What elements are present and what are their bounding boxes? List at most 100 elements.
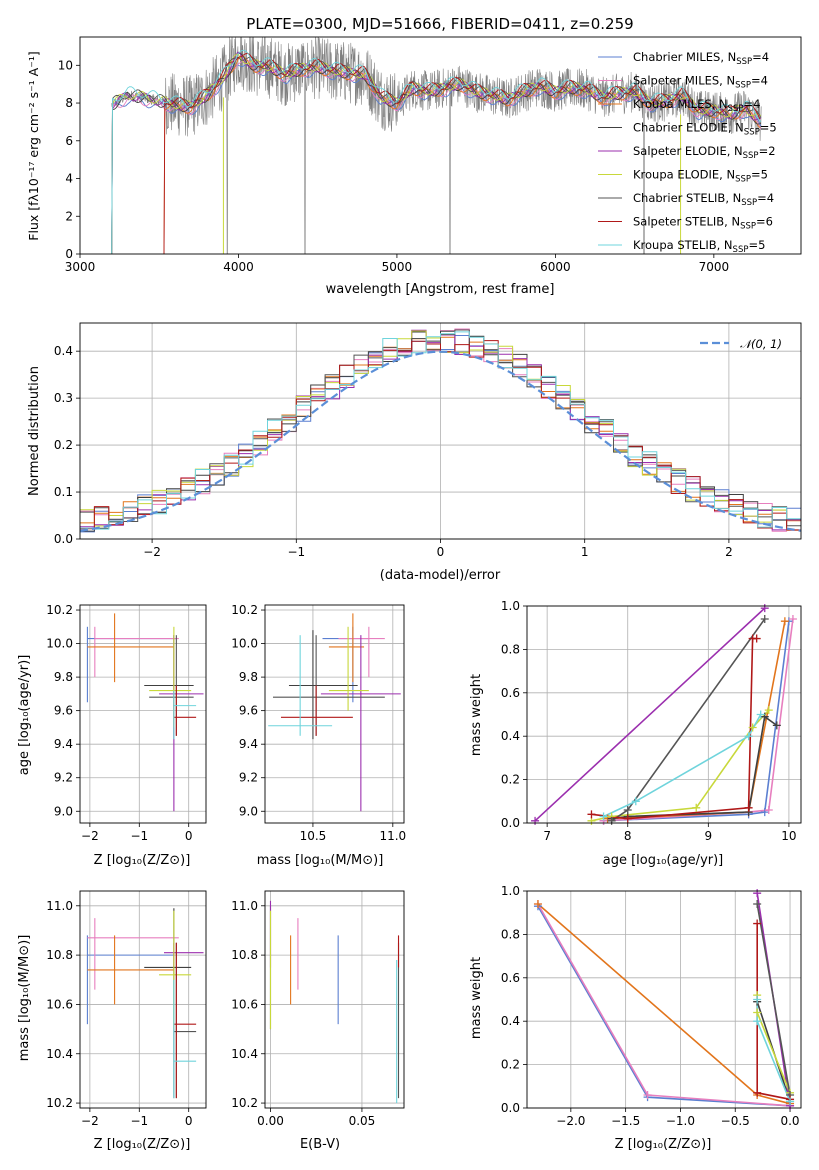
mw-age-xlabel: age [log₁₀(age/yr)] xyxy=(603,853,724,868)
mw_z-ytick-label: 0.2 xyxy=(501,1058,520,1072)
mass_ebv-xtick-label: 0.00 xyxy=(257,1114,284,1128)
legend-label: Chabrier MILES, NSSP=4 xyxy=(633,50,769,67)
spectrum-plot-area xyxy=(111,37,762,254)
mass-weight-marker xyxy=(531,816,540,825)
spectrum-xtick-label: 4000 xyxy=(223,260,254,274)
mass-weight-marker xyxy=(753,1008,762,1017)
mass-weight-marker xyxy=(744,803,753,812)
spectrum-ytick-label: 6 xyxy=(65,134,73,148)
mw_age-xtick-label: 7 xyxy=(543,829,551,843)
spectrum-xtick-label: 3000 xyxy=(65,260,96,274)
residuals-xtick-label: −1 xyxy=(287,545,305,559)
mw_z-ytick-label: 0.6 xyxy=(501,971,520,985)
mass_ebv-plot-area xyxy=(269,900,400,1104)
age_z-grid xyxy=(80,605,206,823)
mass-weight-line xyxy=(603,618,794,822)
legend-label: Kroupa STELIB, NSSP=5 xyxy=(633,238,765,255)
mw_z-xtick-label: −1.5 xyxy=(611,1114,640,1128)
legend-label: Salpeter STELIB, NSSP=6 xyxy=(633,215,773,232)
mass-ebv-panel: 0.00 0.05 10.2 10.4 10.6 10.8 11.0 xyxy=(231,890,405,1128)
mass_ebv-ytick-label: 11.0 xyxy=(231,899,258,913)
residuals-plot-area xyxy=(80,328,801,533)
mw_z-ytick-label: 0.0 xyxy=(501,1101,520,1115)
mass-weight-line xyxy=(756,903,791,1096)
spectrum-xtick-label: 6000 xyxy=(540,260,571,274)
mass-weight-marker xyxy=(753,900,762,909)
spectrum-ytick-label: 4 xyxy=(65,172,73,186)
age-mass-panel: 10.5 11.0 9.0 9.2 9.4 9.6 9.8 10.0 10.2 xyxy=(231,603,406,843)
spectrum-ytick-label: 8 xyxy=(65,96,73,110)
residuals-ytick-label: 0.4 xyxy=(54,344,73,358)
mass-weight-age-panel: 7 8 9 10 0.0 0.2 0.4 0.6 0.8 1.0 xyxy=(501,599,802,843)
mass-weight-marker xyxy=(599,812,608,821)
age-mass-xlabel: mass [log₁₀(M/M⊙)] xyxy=(257,853,384,868)
mass-weight-marker xyxy=(780,617,789,626)
spectrum-panel: 3000 4000 5000 6000 7000 0 2 4 6 8 10 Chabrier MILE… xyxy=(58,36,802,274)
mw_age-xtick-label: 10 xyxy=(781,829,796,843)
spectrum-model-line xyxy=(111,49,762,254)
mass_ebv-xtick-label: 0.05 xyxy=(349,1114,376,1128)
residuals-ytick-label: 0.0 xyxy=(54,532,73,546)
mass-weight-marker xyxy=(786,1097,795,1106)
axes-frame xyxy=(79,890,207,1109)
axes-frame xyxy=(79,322,802,540)
mass-z-ylabel: mass [log₁₀(M/M⊙)] xyxy=(17,935,32,1062)
mw_z-ytick-label: 1.0 xyxy=(501,884,520,898)
mass-weight-line xyxy=(534,607,766,822)
spectrum-model-line xyxy=(163,55,761,254)
mass-weight-marker xyxy=(607,816,616,825)
age_z-ytick-label: 9.6 xyxy=(54,704,73,718)
mass-weight-marker xyxy=(760,615,769,624)
age_mass-xtick-label: 10.5 xyxy=(300,829,327,843)
spectrum-ytick-label: 0 xyxy=(65,247,73,261)
mass-weight-marker xyxy=(772,721,781,730)
mw_age-ytick-label: 0.4 xyxy=(501,729,520,743)
legend-label: Chabrier STELIB, NSSP=4 xyxy=(633,191,774,208)
mass-weight-marker xyxy=(753,919,762,928)
mass-weight-z-panel: −2.0 −1.5 −1.0 −0.5 0.0 0.0 0.2 0.4 0.6 0.8 1.0 xyxy=(501,884,802,1128)
spectrum-xtick-label: 5000 xyxy=(382,260,413,274)
mw_age-xtick-label: 8 xyxy=(624,829,632,843)
spectrum-legend: Chabrier MILES, NSSP=4 Salpeter MILES, NS… xyxy=(598,50,777,255)
mw-age-ylabel: mass weight xyxy=(469,674,484,756)
age_z-xtick-label: −1 xyxy=(130,829,148,843)
age_z-ytick-label: 10.2 xyxy=(46,603,73,617)
axes-frame xyxy=(526,605,802,824)
mass_ebv-ytick-label: 10.4 xyxy=(231,1047,258,1061)
mw_z-ytick-label: 0.8 xyxy=(501,927,520,941)
mass-z-panel: −2 −1 0 10.2 10.4 10.6 10.8 11.0 xyxy=(46,890,207,1128)
spectrum-xlabel: wavelength [Angstrom, rest frame] xyxy=(326,282,555,297)
mass-z-xlabel: Z [log₁₀(Z/Z⊙)] xyxy=(94,1137,191,1152)
axes-frame xyxy=(526,890,802,1109)
residuals-ylabel: Normed distribution xyxy=(27,366,42,496)
mass_ebv-ytick-label: 10.2 xyxy=(231,1096,258,1110)
residuals-xtick-label: 0 xyxy=(437,545,445,559)
age_mass-ytick-label: 9.4 xyxy=(239,737,258,751)
spectrum-model-line xyxy=(111,56,762,254)
mass-weight-line xyxy=(603,621,790,822)
mass-weight-marker xyxy=(623,814,632,823)
mass-weight-marker xyxy=(587,810,596,819)
residuals-xtick-label: 2 xyxy=(725,545,733,559)
age_z-ytick-label: 9.8 xyxy=(54,670,73,684)
mass-weight-marker xyxy=(752,634,761,643)
age_mass-plot-area xyxy=(268,613,401,812)
mw_z-xtick-label: −2.0 xyxy=(556,1114,585,1128)
spectrum-ylabel: Flux [fλ10⁻¹⁷ erg cm⁻² s⁻¹ A⁻¹] xyxy=(26,51,41,240)
mw_age-xtick-label: 9 xyxy=(705,829,713,843)
residual-histogram xyxy=(80,340,801,531)
spectrum-model-line xyxy=(111,62,762,254)
legend-label: Salpeter ELODIE, NSSP=2 xyxy=(633,144,776,161)
mw_age-ytick-label: 0.8 xyxy=(501,642,520,656)
age_z-xtick-label: 0 xyxy=(185,829,193,843)
spectrum-xtick-label: 7000 xyxy=(699,260,730,274)
age-z-xlabel: Z [log₁₀(Z/Z⊙)] xyxy=(94,853,191,868)
mw_z-xtick-label: −1.0 xyxy=(666,1114,695,1128)
mass-weight-line xyxy=(603,714,762,818)
mass-weight-marker xyxy=(753,889,762,898)
mass_z-ytick-label: 10.8 xyxy=(46,948,73,962)
age-z-ylabel: age [log₁₀(age/yr)] xyxy=(17,655,32,776)
age-z-panel: −2 −1 0 9.0 9.2 9.4 9.6 9.8 10.0 10.2 xyxy=(46,603,207,843)
